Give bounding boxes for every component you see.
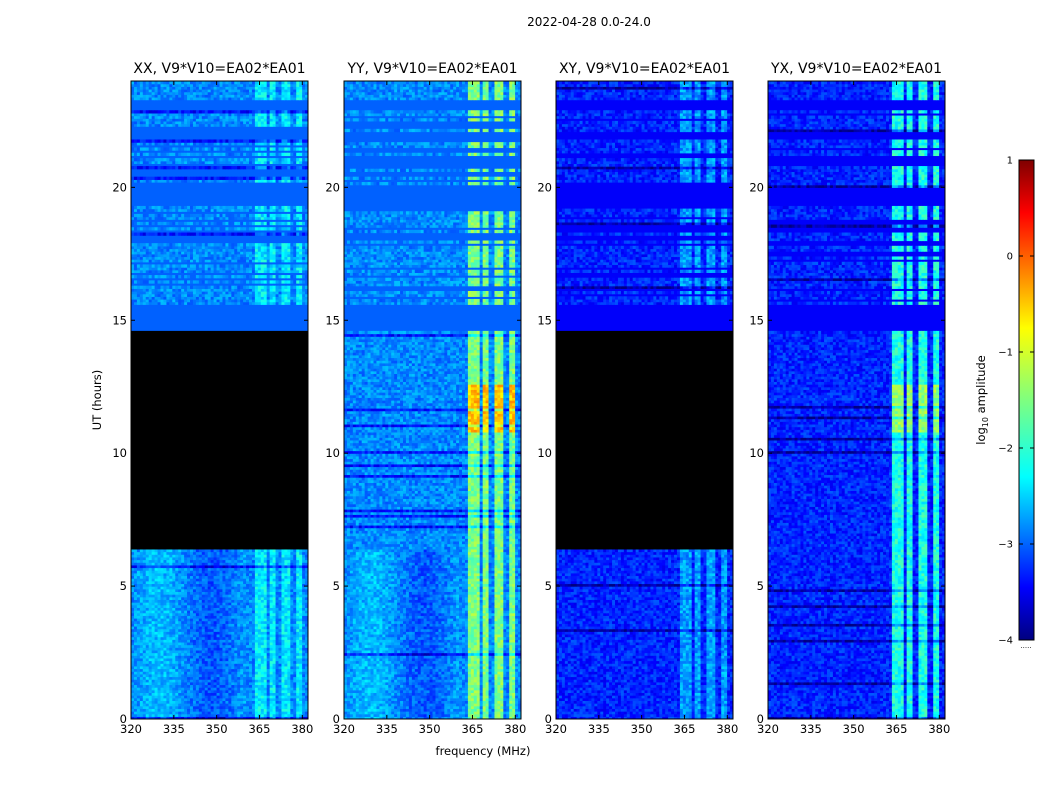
colorbar: −4 −3 −2 −1 0 1 log10 amplitude ..... — [974, 156, 1035, 650]
panel-1: XX, V9*V10=EA02*EA01 320 335 350 365 380 0 5 10 1… — [112, 61, 313, 736]
y-axis-label: UT (hours) — [90, 370, 104, 430]
panel-1-xtick-label-0: 320 — [120, 722, 142, 736]
panel-3-xtick-label-4: 380 — [716, 722, 738, 736]
panel-2-title: YY, V9*V10=EA02*EA01 — [346, 61, 517, 77]
colorbar-ticks: −4 −3 −2 −1 0 1 — [998, 156, 1034, 647]
panel-1-frame — [130, 80, 309, 720]
colorbar-extra-label: ..... — [1020, 642, 1031, 650]
panel-1-xtick-label-4: 380 — [291, 722, 313, 736]
panel-4: YX, V9*V10=EA02*EA01 320 335 350 365 380 0 5 10 1… — [749, 61, 950, 736]
colorbar-label-subscript: 10 — [981, 417, 990, 427]
colorbar-tick-label-5: 1 — [1007, 156, 1013, 167]
panel-4-xtick-label-3: 365 — [885, 722, 907, 736]
panel-3: XY, V9*V10=EA02*EA01 320 335 350 365 380 0 5 10 1… — [537, 61, 738, 736]
colorbar-label-prefix: log — [974, 427, 988, 445]
colorbar-tick-label-1: −3 — [998, 540, 1013, 551]
colorbar-tick-label-0: −4 — [998, 636, 1013, 647]
panel-4-ytick-label-2: 10 — [749, 446, 764, 460]
figure-suptitle: 2022-04-28 0.0-24.0 — [527, 15, 651, 29]
panel-3-ytick-label-4: 20 — [537, 180, 552, 194]
panel-1-xtick-label-2: 350 — [206, 722, 228, 736]
panel-1-xtick-label-1: 335 — [163, 722, 185, 736]
panel-4-xtick-label-2: 350 — [843, 722, 865, 736]
colorbar-gradient — [1018, 159, 1035, 641]
panel-3-title: XY, V9*V10=EA02*EA01 — [559, 61, 730, 77]
panels: XX, V9*V10=EA02*EA01 320 335 350 365 380 0 5 10 1… — [112, 61, 950, 736]
panel-4-ytick-label-1: 5 — [757, 579, 764, 593]
panel-1-ytick-label-4: 20 — [112, 180, 127, 194]
panel-4-waterfall — [768, 81, 945, 719]
colorbar-label: log10 amplitude — [974, 355, 990, 445]
x-axis-label: frequency (MHz) — [436, 744, 531, 758]
panel-3-ytick-label-2: 10 — [537, 446, 552, 460]
colorbar-tick-label-2: −2 — [998, 444, 1013, 455]
panel-2-xtick-label-1: 335 — [376, 722, 398, 736]
panel-4-title: YX, V9*V10=EA02*EA01 — [770, 61, 942, 77]
panel-2-xtick-label-3: 365 — [461, 722, 483, 736]
panel-1-title: XX, V9*V10=EA02*EA01 — [133, 61, 305, 77]
panel-3-ytick-label-1: 5 — [545, 579, 552, 593]
panel-1-ytick-label-2: 10 — [112, 446, 127, 460]
panel-3-frame — [555, 80, 734, 720]
panel-3-ytick-label-0: 0 — [545, 712, 552, 726]
panel-3-xtick-label-0: 320 — [545, 722, 567, 736]
panel-2-xtick-label-0: 320 — [333, 722, 355, 736]
colorbar-tick-label-3: −1 — [998, 348, 1013, 359]
panel-1-xtick-label-3: 365 — [248, 722, 270, 736]
panel-4-ytick-label-0: 0 — [757, 712, 764, 726]
panel-4-xtick-label-4: 380 — [928, 722, 950, 736]
panel-4-ytick-label-3: 15 — [749, 313, 764, 327]
panel-2: YY, V9*V10=EA02*EA01 320 335 350 365 380 0 5 10 1… — [325, 61, 526, 736]
panel-2-ytick-label-2: 10 — [325, 446, 340, 460]
panel-1-ytick-label-3: 15 — [112, 313, 127, 327]
panel-2-ytick-label-4: 20 — [325, 180, 340, 194]
colorbar-tick-label-4: 0 — [1007, 252, 1013, 263]
panel-3-ytick-label-3: 15 — [537, 313, 552, 327]
panel-2-ytick-label-3: 15 — [325, 313, 340, 327]
panel-3-xtick-label-1: 335 — [588, 722, 610, 736]
panel-4-xtick-label-1: 335 — [800, 722, 822, 736]
panel-2-xtick-label-4: 380 — [504, 722, 526, 736]
panel-1-ytick-label-0: 0 — [120, 712, 127, 726]
colorbar-label-suffix: amplitude — [974, 355, 988, 417]
panel-2-frame — [343, 80, 522, 720]
panel-2-xtick-label-2: 350 — [419, 722, 441, 736]
panel-4-xtick-label-0: 320 — [757, 722, 779, 736]
panel-3-waterfall — [556, 81, 733, 719]
panel-2-waterfall — [344, 81, 521, 719]
panel-4-ytick-label-4: 20 — [749, 180, 764, 194]
panel-1-waterfall — [131, 81, 308, 719]
panel-3-xtick-label-3: 365 — [673, 722, 695, 736]
panel-4-frame — [767, 80, 946, 720]
panel-1-ytick-label-1: 5 — [120, 579, 127, 593]
panel-2-ytick-label-0: 0 — [333, 712, 340, 726]
panel-2-ytick-label-1: 5 — [333, 579, 340, 593]
panel-3-xtick-label-2: 350 — [631, 722, 653, 736]
